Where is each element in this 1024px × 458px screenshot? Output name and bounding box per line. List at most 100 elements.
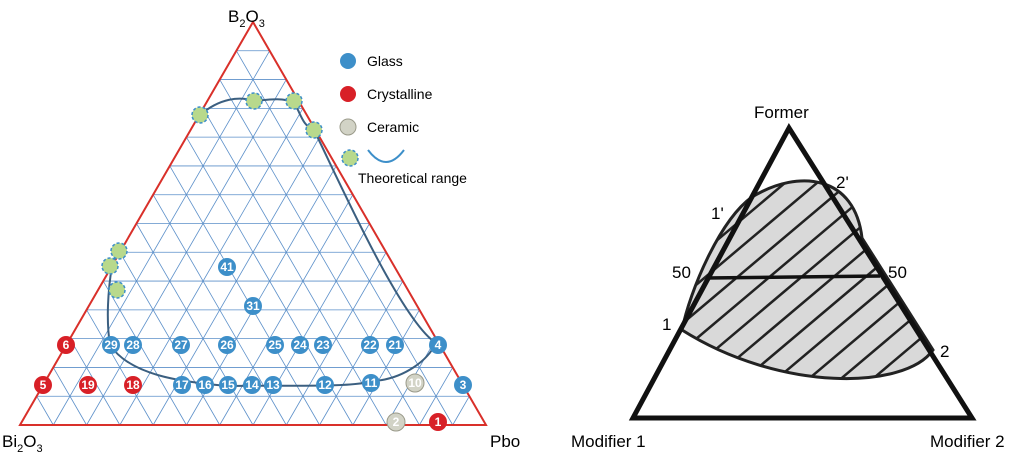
point-marker bbox=[57, 336, 75, 354]
point-label: 2 bbox=[393, 415, 400, 429]
legend-theoretical-marker bbox=[341, 149, 359, 167]
apex-left-label: Bi2O3 bbox=[2, 432, 43, 455]
point-marker bbox=[429, 413, 447, 431]
point-label: 11 bbox=[365, 376, 378, 390]
hatch-line bbox=[682, 180, 825, 379]
composition-point-13: 13 bbox=[264, 376, 282, 394]
point-label: 41 bbox=[220, 260, 234, 274]
point-marker bbox=[172, 336, 190, 354]
label-2-prime: 2' bbox=[836, 173, 849, 192]
modifier-1-label: Modifier 1 bbox=[571, 432, 646, 451]
point-marker bbox=[291, 336, 309, 354]
point-label: 29 bbox=[104, 338, 118, 352]
composition-point-12: 12 bbox=[316, 376, 334, 394]
composition-point-16: 16 bbox=[196, 376, 214, 394]
composition-point-22: 22 bbox=[361, 336, 379, 354]
point-label: 1 bbox=[435, 415, 442, 429]
point-marker bbox=[196, 376, 214, 394]
hatch-line bbox=[952, 150, 1024, 420]
legend: Glass Crystalline Ceramic Theoretical ra… bbox=[339, 53, 467, 186]
grid-line bbox=[136, 223, 254, 426]
composition-point-27: 27 bbox=[172, 336, 190, 354]
point-label: 22 bbox=[363, 338, 377, 352]
modifier-2-label: Modifier 2 bbox=[930, 432, 1005, 451]
point-marker bbox=[102, 336, 120, 354]
point-label: 12 bbox=[318, 378, 332, 392]
composition-point-18: 18 bbox=[124, 376, 142, 394]
composition-point-3: 3 bbox=[454, 376, 472, 394]
point-label: 5 bbox=[40, 378, 47, 392]
legend-ceramic-marker bbox=[339, 118, 357, 136]
hatch-line bbox=[1016, 150, 1024, 420]
point-marker bbox=[314, 336, 332, 354]
grid-line bbox=[319, 280, 404, 426]
composition-point-15: 15 bbox=[219, 376, 237, 394]
point-marker bbox=[243, 376, 261, 394]
point-marker bbox=[218, 258, 236, 276]
point-marker bbox=[173, 376, 191, 394]
hatch-line bbox=[682, 180, 889, 379]
hatch-line bbox=[919, 180, 933, 379]
right-schematic-diagram: Former Modifier 1 Modifier 2 50 50 1 1' … bbox=[571, 103, 1024, 451]
apex-right-label: Pbo bbox=[490, 432, 520, 451]
fifty-percent-line bbox=[705, 274, 881, 280]
composition-point-5: 5 bbox=[34, 376, 52, 394]
grid-line bbox=[86, 79, 287, 426]
legend-curve-sample bbox=[367, 149, 405, 163]
legend-theoretical-label: Theoretical range bbox=[358, 170, 467, 186]
point-label: 13 bbox=[266, 378, 280, 392]
hatch-line bbox=[791, 180, 933, 379]
label-50-right: 50 bbox=[888, 263, 907, 282]
label-1: 1 bbox=[662, 315, 671, 334]
point-marker bbox=[361, 336, 379, 354]
point-label: 25 bbox=[268, 338, 282, 352]
grid-line bbox=[452, 396, 470, 426]
theoretical-points bbox=[101, 92, 323, 299]
composition-point-21: 21 bbox=[386, 336, 404, 354]
composition-point-17: 17 bbox=[173, 376, 191, 394]
composition-point-26: 26 bbox=[218, 336, 236, 354]
point-marker bbox=[218, 336, 236, 354]
composition-point-24: 24 bbox=[291, 336, 309, 354]
point-marker bbox=[219, 376, 237, 394]
point-marker bbox=[386, 412, 406, 432]
point-label: 14 bbox=[245, 378, 259, 392]
grid-line bbox=[52, 50, 270, 426]
legend-glass-marker bbox=[340, 53, 356, 69]
legend-ceramic-label: Ceramic bbox=[367, 119, 419, 135]
apex-top-label: B2O3 bbox=[228, 7, 265, 30]
point-label: 16 bbox=[198, 378, 212, 392]
label-50-left: 50 bbox=[672, 263, 691, 282]
outer-triangle bbox=[628, 123, 977, 421]
composition-point-23: 23 bbox=[314, 336, 332, 354]
theoretical-point bbox=[101, 257, 119, 275]
grid-line bbox=[169, 165, 320, 426]
composition-point-28: 28 bbox=[124, 336, 142, 354]
point-label: 19 bbox=[81, 378, 95, 392]
composition-point-14: 14 bbox=[243, 376, 261, 394]
grid-line bbox=[202, 108, 387, 426]
hatch-line bbox=[682, 180, 857, 379]
former-label: Former bbox=[754, 103, 809, 122]
label-1-prime: 1' bbox=[711, 204, 724, 223]
point-marker bbox=[244, 297, 262, 315]
point-marker bbox=[34, 376, 52, 394]
label-2: 2 bbox=[940, 342, 949, 361]
composition-point-25: 25 bbox=[266, 336, 284, 354]
composition-point-6: 6 bbox=[57, 336, 75, 354]
composition-points: 1234561011121314151617181921222324252627… bbox=[34, 258, 472, 432]
hatch-line bbox=[823, 180, 933, 379]
legend-crystalline-marker bbox=[340, 86, 356, 102]
point-marker bbox=[266, 336, 284, 354]
point-label: 4 bbox=[435, 338, 442, 352]
composition-point-31: 31 bbox=[244, 297, 262, 315]
point-label: 3 bbox=[460, 378, 467, 392]
point-label: 23 bbox=[316, 338, 330, 352]
point-label: 17 bbox=[175, 378, 189, 392]
grid-line bbox=[236, 50, 454, 426]
theoretical-point bbox=[191, 106, 209, 124]
point-label: 6 bbox=[63, 338, 70, 352]
composition-point-29: 29 bbox=[102, 336, 120, 354]
point-marker bbox=[79, 376, 97, 394]
composition-point-1: 1 bbox=[429, 413, 447, 431]
